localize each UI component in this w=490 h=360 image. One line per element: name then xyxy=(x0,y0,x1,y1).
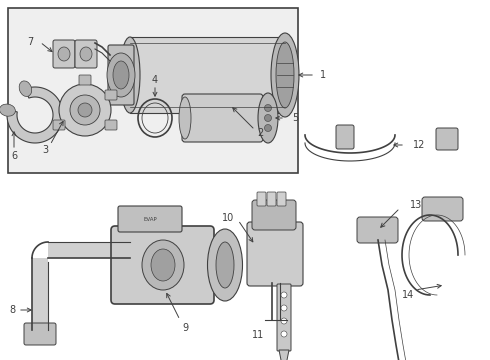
Ellipse shape xyxy=(281,318,287,324)
Text: 12: 12 xyxy=(413,140,425,150)
Ellipse shape xyxy=(265,114,271,122)
Ellipse shape xyxy=(58,47,70,61)
Ellipse shape xyxy=(216,242,234,288)
FancyBboxPatch shape xyxy=(247,222,303,286)
Ellipse shape xyxy=(80,47,92,61)
Text: 1: 1 xyxy=(320,70,326,80)
FancyBboxPatch shape xyxy=(252,200,296,230)
Ellipse shape xyxy=(151,249,175,281)
Text: 8: 8 xyxy=(9,305,15,315)
Ellipse shape xyxy=(179,97,191,139)
Ellipse shape xyxy=(0,104,15,116)
Text: 5: 5 xyxy=(292,113,298,123)
Text: 13: 13 xyxy=(410,200,422,210)
FancyBboxPatch shape xyxy=(53,40,75,68)
FancyBboxPatch shape xyxy=(79,75,91,85)
Text: 14: 14 xyxy=(402,290,414,300)
FancyBboxPatch shape xyxy=(24,323,56,345)
FancyBboxPatch shape xyxy=(53,120,65,130)
Text: 11: 11 xyxy=(252,330,264,340)
Bar xyxy=(130,37,285,113)
Text: 7: 7 xyxy=(27,37,33,47)
Ellipse shape xyxy=(207,229,243,301)
Polygon shape xyxy=(32,242,130,330)
FancyBboxPatch shape xyxy=(108,45,134,105)
FancyBboxPatch shape xyxy=(118,206,182,232)
FancyBboxPatch shape xyxy=(105,90,117,100)
Ellipse shape xyxy=(281,331,287,337)
Ellipse shape xyxy=(265,125,271,131)
Text: 4: 4 xyxy=(152,75,158,85)
Text: 6: 6 xyxy=(11,151,17,161)
Text: EVAP: EVAP xyxy=(143,216,157,221)
FancyBboxPatch shape xyxy=(277,284,291,351)
Ellipse shape xyxy=(142,240,184,290)
Ellipse shape xyxy=(276,42,294,108)
FancyBboxPatch shape xyxy=(75,40,97,68)
Ellipse shape xyxy=(107,53,135,97)
Ellipse shape xyxy=(120,37,140,113)
Text: 2: 2 xyxy=(257,128,263,138)
FancyBboxPatch shape xyxy=(111,226,214,304)
Ellipse shape xyxy=(70,95,100,125)
Ellipse shape xyxy=(258,93,278,143)
Ellipse shape xyxy=(281,292,287,298)
FancyBboxPatch shape xyxy=(436,128,458,150)
Text: 9: 9 xyxy=(182,323,188,333)
Ellipse shape xyxy=(281,305,287,311)
FancyBboxPatch shape xyxy=(8,8,298,173)
FancyBboxPatch shape xyxy=(267,192,276,206)
FancyBboxPatch shape xyxy=(105,120,117,130)
FancyBboxPatch shape xyxy=(357,217,398,243)
Polygon shape xyxy=(7,87,63,143)
Text: 3: 3 xyxy=(42,145,48,155)
Polygon shape xyxy=(279,350,289,360)
Ellipse shape xyxy=(78,103,92,117)
Ellipse shape xyxy=(271,33,299,117)
FancyBboxPatch shape xyxy=(422,197,463,221)
Ellipse shape xyxy=(265,104,271,112)
Ellipse shape xyxy=(19,81,32,96)
FancyBboxPatch shape xyxy=(336,125,354,149)
FancyBboxPatch shape xyxy=(277,192,286,206)
FancyBboxPatch shape xyxy=(182,94,263,142)
Text: 10: 10 xyxy=(222,213,234,223)
Ellipse shape xyxy=(113,61,129,89)
Ellipse shape xyxy=(59,84,111,136)
FancyBboxPatch shape xyxy=(257,192,266,206)
